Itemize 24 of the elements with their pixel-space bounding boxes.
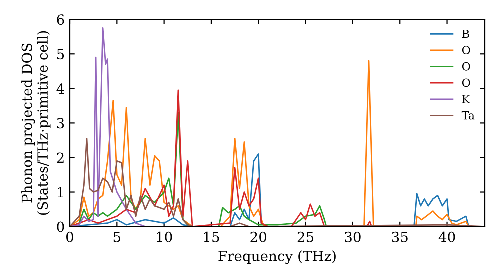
x-tick-label: 25 [298,232,314,242]
x-tick-label: 10 [157,232,172,242]
y-tick-label: 3 [57,118,64,129]
y-tick-label: 1 [58,187,64,198]
x-tick-label: 35 [392,232,408,242]
y-tick-label: 6 [57,14,64,26]
x-axis-title: Frequency (THz) [218,250,336,264]
y-tick-label: 4 [56,84,64,94]
x-tick-label: 15 [204,232,220,242]
legend-label: O [462,62,470,71]
legend-label: O [462,78,470,88]
y-axis-title: Phonon projected DOS (States/THz·primitive cell) [22,31,51,216]
x-tick-label: 5 [114,232,121,242]
legend-label: B [462,30,470,38]
y-tick-label: 5 [57,49,64,60]
y-tick-label: 0 [57,222,64,232]
y-tick-label: 2 [57,152,64,164]
x-tick-label: 20 [250,232,267,242]
x-tick-label: 30 [345,232,361,242]
legend-label: K [462,95,470,104]
x-tick-label: 0 [66,232,74,242]
legend-label: Ta [462,111,475,120]
x-tick-label: 40 [438,232,456,242]
legend-label: O [462,46,470,55]
